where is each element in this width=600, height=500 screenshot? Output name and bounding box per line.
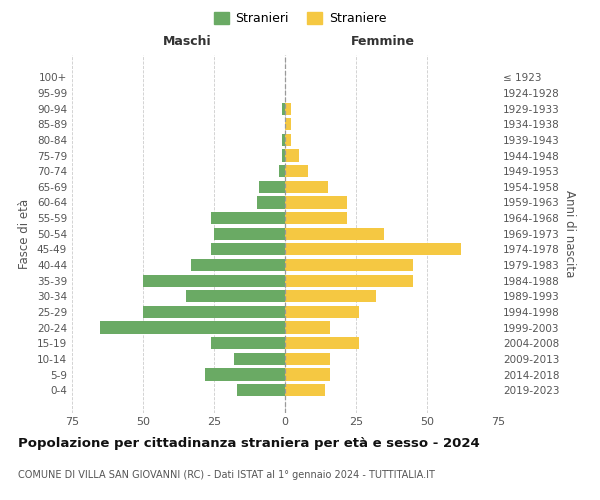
- Bar: [282, 150, 285, 162]
- Legend: Stranieri, Straniere: Stranieri, Straniere: [209, 7, 391, 30]
- Bar: [234, 353, 285, 365]
- Bar: [214, 228, 285, 240]
- Bar: [282, 134, 285, 146]
- Bar: [285, 180, 328, 193]
- Bar: [285, 212, 347, 224]
- Bar: [285, 306, 359, 318]
- Y-axis label: Anni di nascita: Anni di nascita: [563, 190, 576, 278]
- Bar: [285, 134, 290, 146]
- Bar: [285, 118, 290, 130]
- Bar: [285, 165, 308, 177]
- Bar: [280, 165, 285, 177]
- Bar: [211, 337, 285, 349]
- Bar: [285, 196, 347, 208]
- Bar: [285, 290, 376, 302]
- Text: Femmine: Femmine: [351, 35, 415, 48]
- Bar: [185, 290, 285, 302]
- Bar: [285, 259, 413, 271]
- Bar: [143, 306, 285, 318]
- Bar: [285, 368, 331, 380]
- Bar: [211, 244, 285, 256]
- Bar: [282, 102, 285, 115]
- Bar: [257, 196, 285, 208]
- Bar: [285, 150, 299, 162]
- Bar: [205, 368, 285, 380]
- Text: Maschi: Maschi: [163, 35, 211, 48]
- Bar: [211, 212, 285, 224]
- Bar: [285, 274, 413, 287]
- Bar: [285, 244, 461, 256]
- Bar: [259, 180, 285, 193]
- Text: COMUNE DI VILLA SAN GIOVANNI (RC) - Dati ISTAT al 1° gennaio 2024 - TUTTITALIA.I: COMUNE DI VILLA SAN GIOVANNI (RC) - Dati…: [18, 470, 435, 480]
- Bar: [285, 353, 331, 365]
- Y-axis label: Fasce di età: Fasce di età: [19, 198, 31, 269]
- Bar: [100, 322, 285, 334]
- Bar: [191, 259, 285, 271]
- Bar: [285, 384, 325, 396]
- Bar: [285, 228, 385, 240]
- Text: Popolazione per cittadinanza straniera per età e sesso - 2024: Popolazione per cittadinanza straniera p…: [18, 438, 480, 450]
- Bar: [285, 337, 359, 349]
- Bar: [285, 322, 331, 334]
- Bar: [237, 384, 285, 396]
- Bar: [285, 102, 290, 115]
- Bar: [143, 274, 285, 287]
